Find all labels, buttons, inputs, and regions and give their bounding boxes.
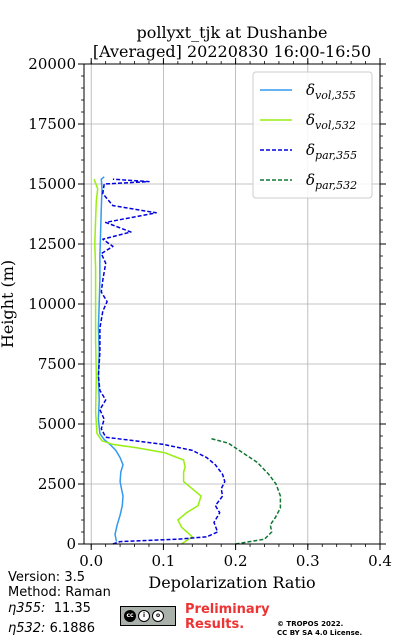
eta355-row: η355: 11.35 bbox=[8, 601, 91, 616]
y-tick-label: 0 bbox=[66, 535, 76, 553]
y-tick-label: 2500 bbox=[38, 475, 76, 493]
eta355-value: 11.35 bbox=[53, 601, 91, 616]
legend-label-4: δpar,532 bbox=[306, 171, 357, 192]
preliminary-line-2: Results. bbox=[185, 617, 245, 632]
x-tick-label: 0.2 bbox=[224, 552, 248, 570]
x-axis-label: Depolarization Ratio bbox=[148, 573, 315, 592]
x-tick-label: 0.3 bbox=[296, 552, 320, 570]
legend-label-3: δpar,355 bbox=[306, 141, 357, 162]
y-tick-label: 10000 bbox=[28, 295, 76, 313]
series-layer bbox=[93, 176, 282, 545]
series-line-4 bbox=[210, 437, 282, 545]
eta355-label: η355: bbox=[8, 601, 46, 616]
chart-title-line-2: [Averaged] 20220830 16:00-16:50 bbox=[93, 42, 371, 61]
series-line-2 bbox=[93, 178, 202, 545]
chart-title-line-1: pollyxt_tjk at Dushanbe bbox=[136, 23, 327, 42]
legend-label-2: δvol,532 bbox=[306, 111, 356, 132]
share-alike-icon: o bbox=[152, 610, 164, 622]
legend-label-1: δvol,355 bbox=[306, 81, 356, 102]
cc-icon: cc bbox=[124, 610, 136, 622]
series-line-3 bbox=[97, 178, 226, 545]
license-line: CC BY SA 4.0 License. bbox=[277, 629, 363, 637]
y-tick-label: 17500 bbox=[28, 115, 76, 133]
x-tick-label: 0.1 bbox=[151, 552, 175, 570]
y-tick-label: 7500 bbox=[38, 355, 76, 373]
x-tick-label: 0.0 bbox=[79, 552, 103, 570]
legend-box bbox=[252, 71, 373, 199]
preliminary-results-notice: Preliminary Results. bbox=[185, 602, 270, 632]
y-tick-label: 12500 bbox=[28, 235, 76, 253]
copyright-line: © TROPOS 2022. bbox=[277, 620, 344, 628]
attribution-icon: i bbox=[138, 610, 150, 622]
y-tick-label: 20000 bbox=[28, 55, 76, 73]
eta532-label: η532: bbox=[8, 621, 46, 636]
preliminary-line-1: Preliminary bbox=[185, 602, 270, 617]
legend: δvol,355 δvol,532 δpar,355 δpar,532 bbox=[252, 71, 373, 199]
series-line-1 bbox=[97, 176, 124, 542]
cc-license-logo: cc i o bbox=[120, 606, 176, 626]
version-text: Version: 3.5 bbox=[8, 570, 85, 585]
x-tick-label: 0.4 bbox=[368, 552, 392, 570]
y-axis-label: Height (m) bbox=[0, 260, 17, 348]
license-text: © TROPOS 2022. CC BY SA 4.0 License. bbox=[277, 620, 362, 638]
method-text: Method: Raman bbox=[8, 585, 111, 600]
axis-ticks: 0.0 0.1 0.2 0.3 0.4 0 2500 5000 7500 10000 12500 15… bbox=[28, 55, 392, 570]
eta532-row: η532: 6.1886 bbox=[8, 621, 95, 636]
y-tick-label: 5000 bbox=[38, 415, 76, 433]
y-tick-label: 15000 bbox=[28, 175, 76, 193]
eta532-value: 6.1886 bbox=[49, 621, 96, 636]
